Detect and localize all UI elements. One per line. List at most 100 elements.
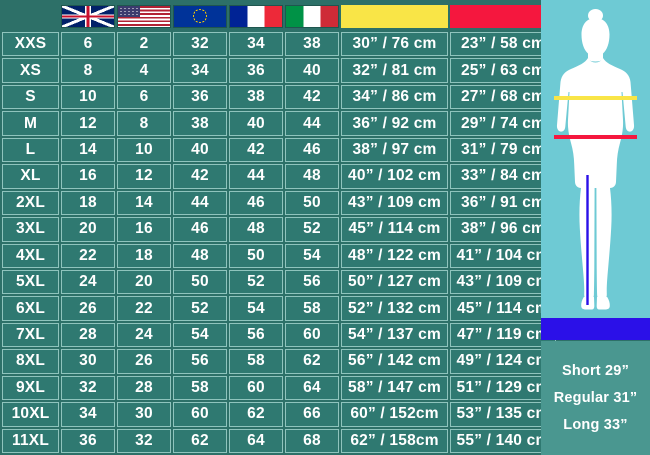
cell-bust: 38” / 97 cm [341, 137, 448, 163]
size-label-cell: XS [2, 58, 59, 83]
size-label-cell: 8XL [2, 349, 59, 374]
cell-waist: 25” / 63 cm [450, 58, 556, 83]
table-row: XL 16 12 42 44 48 40” / 102 cm 33” / 84 cm [2, 164, 556, 189]
table-row: 8XL 30 26 56 58 62 56” / 142 cm 49” / 124 cm [2, 349, 556, 374]
header-eu [173, 2, 227, 30]
cell-uk: 26 [61, 296, 115, 321]
cell-waist: 41” / 104 cm [450, 243, 556, 268]
length-option-long: Long 33” [563, 417, 628, 433]
header-us [117, 2, 171, 30]
cell-us: 28 [117, 375, 171, 401]
cell-waist: 33” / 84 cm [450, 164, 556, 189]
cell-it: 66 [285, 402, 339, 427]
cell-waist: 53” / 135 cm [450, 402, 556, 427]
cell-it: 54 [285, 243, 339, 268]
flag-fr-icon [229, 4, 283, 28]
size-label-cell: XL [2, 164, 59, 189]
cell-it: 56 [285, 269, 339, 295]
length-options-box: Short 29” Regular 31” Long 33” [541, 341, 650, 455]
table-row: M 12 8 38 40 44 36” / 92 cm 29” / 74 cm [2, 111, 556, 136]
cell-uk: 16 [61, 164, 115, 189]
cell-eu: 34 [173, 58, 227, 83]
table-row: 6XL 26 22 52 54 58 52” / 132 cm 45” / 114 cm [2, 296, 556, 321]
cell-us: 12 [117, 164, 171, 189]
cell-uk: 32 [61, 375, 115, 401]
cell-us: 24 [117, 322, 171, 348]
flag-it-icon [285, 4, 339, 28]
cell-fr: 58 [229, 349, 283, 374]
size-label-cell: M [2, 111, 59, 136]
cell-bust: 62” / 158cm [341, 428, 448, 453]
cell-it: 68 [285, 428, 339, 453]
cell-it: 38 [285, 32, 339, 57]
table-row: XXS 6 2 32 34 38 30” / 76 cm 23” / 58 cm [2, 32, 556, 57]
header-blank-corner [2, 2, 59, 30]
inseam-colour-bar [541, 318, 650, 340]
cell-it: 64 [285, 375, 339, 401]
flag-us-stars [119, 6, 140, 17]
length-option-short: Short 29” [561, 363, 630, 379]
cell-it: 58 [285, 296, 339, 321]
cell-fr: 46 [229, 190, 283, 216]
size-label-cell: 4XL [2, 243, 59, 268]
cell-bust: 58” / 147 cm [341, 375, 448, 401]
cell-uk: 8 [61, 58, 115, 83]
cell-waist: 31” / 79 cm [450, 137, 556, 163]
table-row: 3XL 20 16 46 48 52 45” / 114 cm 38” / 96 cm [2, 217, 556, 242]
cell-uk: 20 [61, 217, 115, 242]
cell-eu: 38 [173, 111, 227, 136]
cell-waist: 27” / 68 cm [450, 84, 556, 110]
cell-fr: 36 [229, 58, 283, 83]
cell-it: 44 [285, 111, 339, 136]
cell-uk: 22 [61, 243, 115, 268]
flag-us-icon [117, 4, 171, 28]
cell-eu: 62 [173, 428, 227, 453]
cell-eu: 56 [173, 349, 227, 374]
cell-it: 48 [285, 164, 339, 189]
header-waist [450, 2, 556, 30]
cell-fr: 52 [229, 269, 283, 295]
table-row: 2XL 18 14 44 46 50 43” / 109 cm 36” / 91 cm [2, 190, 556, 216]
cell-it: 52 [285, 217, 339, 242]
cell-eu: 32 [173, 32, 227, 57]
cell-uk: 14 [61, 137, 115, 163]
table-row: 11XL 36 32 62 64 68 62” / 158cm 55” / 140 cm [2, 428, 556, 453]
size-label-cell: 5XL [2, 269, 59, 295]
cell-bust: 48” / 122 cm [341, 243, 448, 268]
measurement-guide-panel: Short 29” Regular 31” Long 33” [541, 0, 650, 455]
header-fr [229, 2, 283, 30]
flag-eu-icon [173, 4, 227, 28]
cell-eu: 48 [173, 243, 227, 268]
cell-eu: 58 [173, 375, 227, 401]
cell-eu: 54 [173, 322, 227, 348]
cell-waist: 36” / 91 cm [450, 190, 556, 216]
cell-fr: 54 [229, 296, 283, 321]
size-table-container: XXS 6 2 32 34 38 30” / 76 cm 23” / 58 cm XS 8 4 34 3… [2, 4, 556, 453]
table-header-row [2, 2, 556, 30]
size-table: XXS 6 2 32 34 38 30” / 76 cm 23” / 58 cm XS 8 4 34 3… [2, 2, 556, 453]
size-label-cell: 10XL [2, 402, 59, 427]
cell-fr: 42 [229, 137, 283, 163]
cell-it: 46 [285, 137, 339, 163]
cell-bust: 30” / 76 cm [341, 32, 448, 57]
cell-fr: 62 [229, 402, 283, 427]
cell-eu: 44 [173, 190, 227, 216]
table-row: 10XL 34 30 60 62 66 60” / 152cm 53” / 135 cm [2, 402, 556, 427]
cell-it: 60 [285, 322, 339, 348]
cell-fr: 48 [229, 217, 283, 242]
cell-eu: 42 [173, 164, 227, 189]
cell-uk: 28 [61, 322, 115, 348]
cell-uk: 6 [61, 32, 115, 57]
cell-waist: 55” / 140 cm [450, 428, 556, 453]
flag-uk-cross [62, 5, 114, 27]
cell-bust: 34” / 86 cm [341, 84, 448, 110]
cell-waist: 51” / 129 cm [450, 375, 556, 401]
cell-eu: 50 [173, 269, 227, 295]
table-row: S 10 6 36 38 42 34” / 86 cm 27” / 68 cm [2, 84, 556, 110]
cell-fr: 60 [229, 375, 283, 401]
cell-waist: 47” / 119 cm [450, 322, 556, 348]
cell-uk: 34 [61, 402, 115, 427]
waist-swatch [450, 4, 556, 28]
bust-swatch [341, 4, 448, 28]
size-label-cell: XXS [2, 32, 59, 57]
